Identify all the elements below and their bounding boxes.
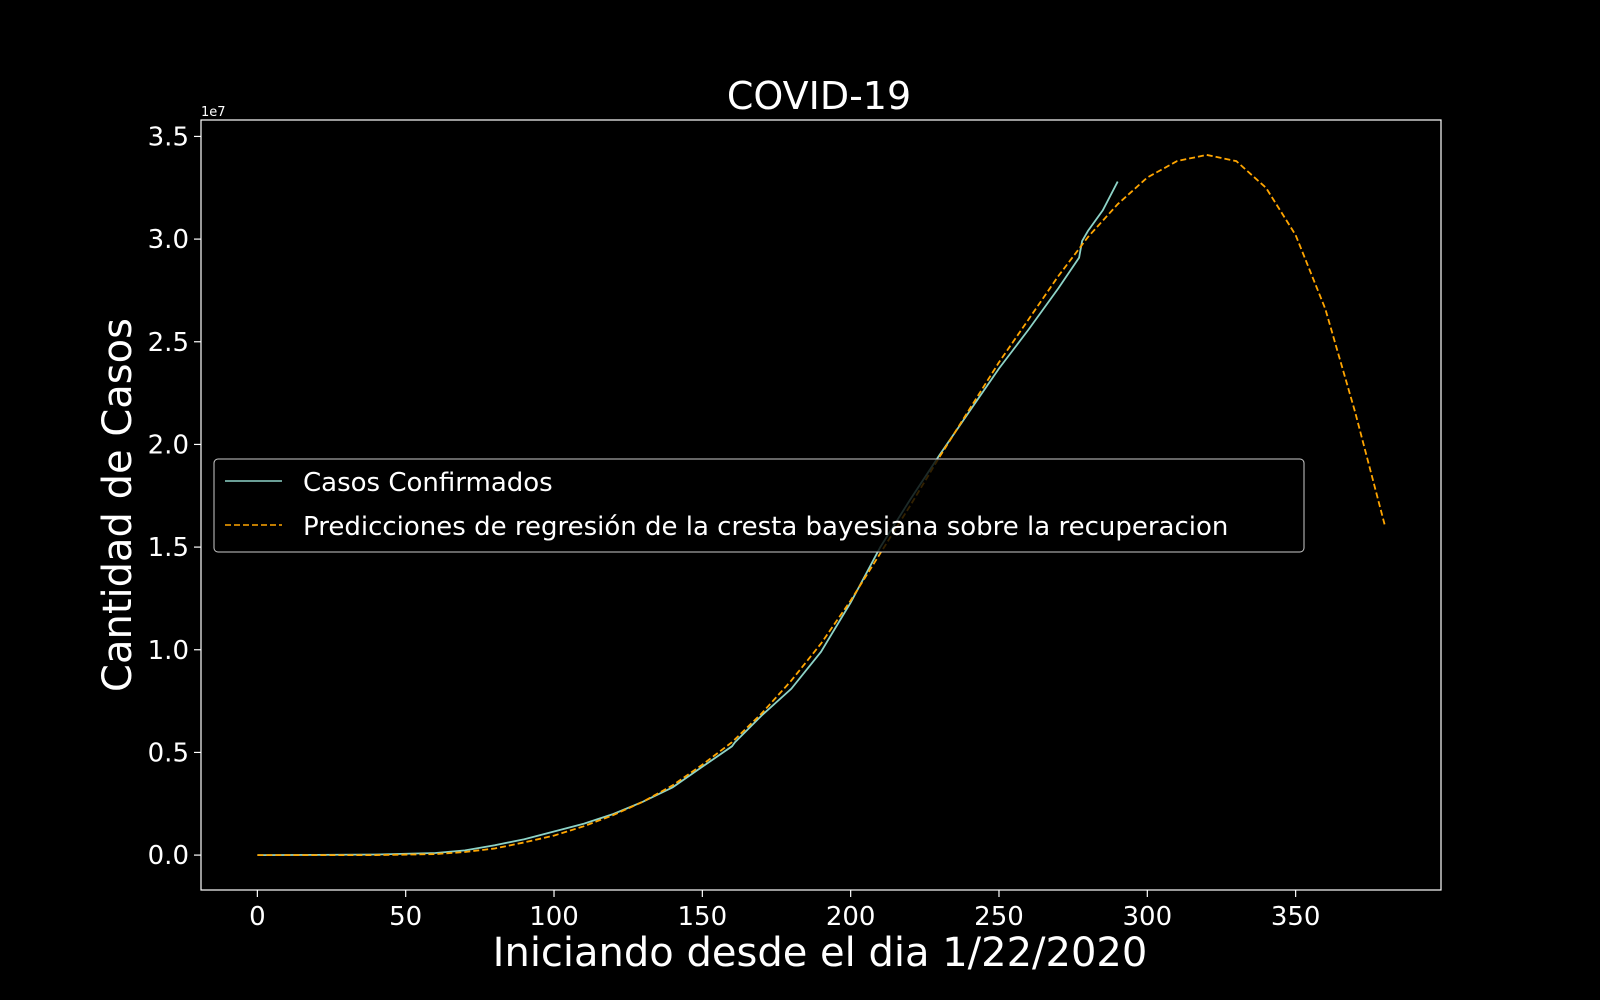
y-tick-label: 0.0 xyxy=(148,841,189,871)
legend: Casos Confirmados Predicciones de regres… xyxy=(213,458,1305,553)
y-tick-label: 3.5 xyxy=(148,122,189,152)
x-tick-label: 250 xyxy=(974,902,1024,932)
y-axis: 0.0 0.5 1.0 1.5 2.0 2.5 3.0 3.5 xyxy=(148,122,201,871)
y-tick-label: 1.0 xyxy=(148,636,189,666)
x-tick-label: 150 xyxy=(678,902,728,932)
y-tick-label: 2.0 xyxy=(148,430,189,460)
x-tick-label: 200 xyxy=(826,902,876,932)
y-offset-label: 1e7 xyxy=(201,105,226,120)
legend-label-confirmed: Casos Confirmados xyxy=(303,468,553,498)
y-axis-label: Cantidad de Casos xyxy=(95,318,141,692)
x-tick-label: 300 xyxy=(1122,902,1172,932)
plot-marks xyxy=(257,153,1386,856)
series-line-prediction xyxy=(257,153,1386,856)
x-tick-label: 50 xyxy=(389,902,422,932)
chart-title: COVID-19 xyxy=(727,74,911,118)
y-tick-label: 1.5 xyxy=(148,533,189,563)
y-tick-label: 3.0 xyxy=(148,225,189,255)
x-tick-label: 0 xyxy=(249,902,266,932)
x-tick-label: 100 xyxy=(529,902,579,932)
series-line-confirmed xyxy=(257,181,1119,856)
legend-box xyxy=(213,458,1305,553)
x-axis-label: Iniciando desde el dia 1/22/2020 xyxy=(493,930,1148,976)
plot-frame xyxy=(200,119,1442,891)
x-tick-label: 350 xyxy=(1271,902,1321,932)
x-axis: 0 50 100 150 200 250 300 350 xyxy=(249,890,1320,932)
y-tick-label: 0.5 xyxy=(148,738,189,768)
legend-label-prediction: Predicciones de regresión de la cresta b… xyxy=(303,512,1228,542)
y-tick-label: 2.5 xyxy=(148,328,189,358)
